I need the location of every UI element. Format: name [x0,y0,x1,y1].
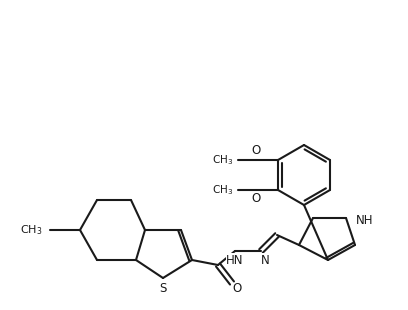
Text: N: N [261,254,269,267]
Text: CH$_3$: CH$_3$ [212,153,233,167]
Text: O: O [251,144,261,157]
Text: S: S [159,281,167,294]
Text: HN: HN [226,254,244,267]
Text: O: O [251,193,261,206]
Text: O: O [233,281,242,294]
Text: CH$_3$: CH$_3$ [212,183,233,197]
Text: CH$_3$: CH$_3$ [20,223,42,237]
Text: NH: NH [356,215,373,228]
